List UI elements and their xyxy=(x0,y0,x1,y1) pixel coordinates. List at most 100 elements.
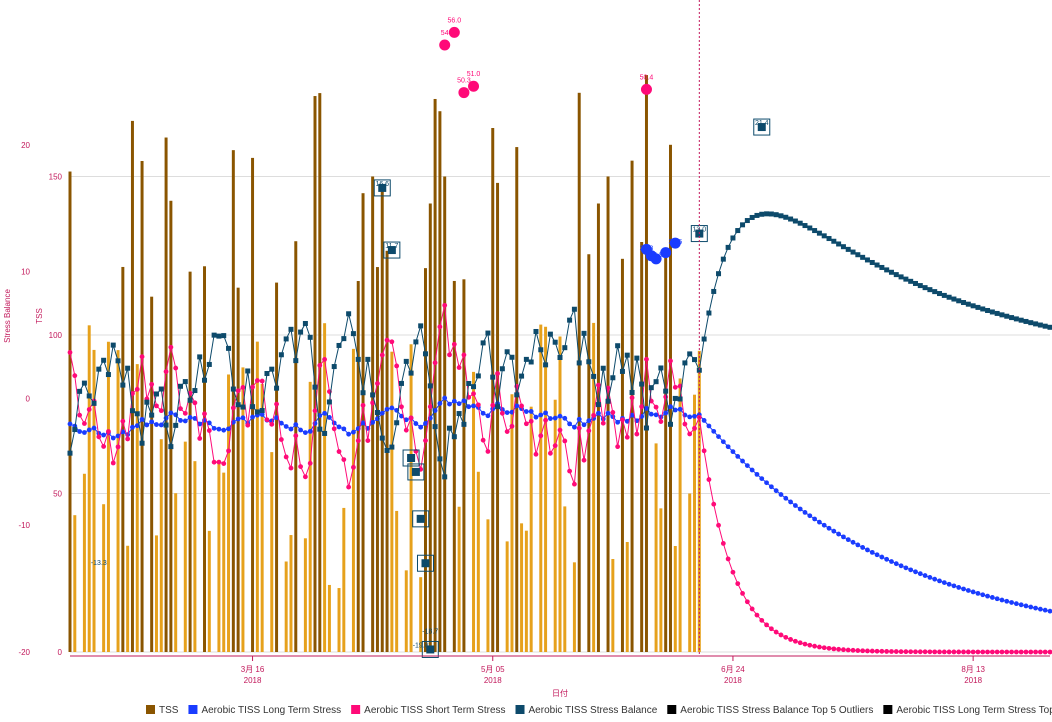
stress-balance-line-point xyxy=(797,220,803,226)
stress-balance-line-point xyxy=(648,385,654,391)
long-term-stress-line-point xyxy=(812,516,818,522)
tss-bar xyxy=(587,254,591,652)
stress-balance-line-point xyxy=(528,359,534,365)
annotation-label: 51.0 xyxy=(467,71,481,78)
short-term-stress-line-point xyxy=(245,422,251,428)
long-term-stress-line-point xyxy=(302,430,308,435)
short-term-stress-line-point xyxy=(509,423,515,429)
stress-balance-line-point xyxy=(1013,316,1019,322)
short-term-stress-line-point xyxy=(221,461,227,466)
balance-tick-label: -10 xyxy=(18,521,30,530)
tss-bar xyxy=(356,281,360,652)
stress-balance-line-point xyxy=(643,425,649,431)
short-term-stress-line-point xyxy=(576,425,582,431)
tss-bar xyxy=(659,508,663,652)
short-term-stress-line-point xyxy=(504,429,510,434)
stress-balance-line-point xyxy=(845,246,851,252)
long-term-stress-line-point xyxy=(778,492,784,497)
annotations: 54 56.0 50.351.0 50.4 16.6 11.7 13.0 21.4 -13.3 -… xyxy=(91,17,769,649)
short-term-stress-line-point xyxy=(860,648,866,654)
tss-bar xyxy=(462,279,466,652)
stress-balance-line-point xyxy=(994,310,1000,316)
x-tick-label: 8月 13 xyxy=(961,665,985,674)
long-term-stress-line-point xyxy=(994,596,1000,602)
stress-balance-line-point xyxy=(600,365,606,371)
tss-bar xyxy=(438,111,442,653)
stress-balance-line-point xyxy=(581,330,587,336)
short-term-stress-line-point xyxy=(620,417,625,423)
long-term-stress-line-point xyxy=(668,404,673,410)
tss-bar xyxy=(102,504,106,652)
stress-balance-line-point xyxy=(615,343,621,349)
long-term-stress-line-point xyxy=(898,563,904,569)
long-term-stress-line-point xyxy=(581,422,587,428)
stress-balance-line-point xyxy=(331,364,337,370)
tss-bar xyxy=(678,378,682,652)
stress-balance-line-point xyxy=(144,399,150,405)
stress-balance-line-point xyxy=(1009,315,1015,321)
short-term-stress-line-point xyxy=(956,649,962,655)
balance-outlier-point xyxy=(416,514,425,523)
stress-balance-line-point xyxy=(139,440,145,446)
short-term-stress-line-point xyxy=(485,449,491,454)
stress-balance-line-point xyxy=(639,381,645,387)
long-term-stress-line-point xyxy=(134,423,140,429)
tss-bar xyxy=(596,203,600,652)
short-term-stress-line-point xyxy=(1033,649,1038,655)
x-tick-label: 5月 05 xyxy=(481,665,505,674)
tss-bar xyxy=(130,120,134,653)
stress-balance-line-point xyxy=(706,310,712,316)
balance-outlier-box xyxy=(421,640,439,658)
long-term-stress-line-point xyxy=(547,416,553,421)
short-term-stress-line-point xyxy=(624,434,630,440)
stress-balance-line-point xyxy=(293,358,299,364)
tss-bar xyxy=(351,348,355,652)
tss-bar xyxy=(121,266,125,652)
short-term-stress-line-point xyxy=(355,438,361,444)
tss-bar xyxy=(318,93,322,652)
tss-bar xyxy=(169,200,173,652)
short-term-stress-line-point xyxy=(254,378,260,383)
stress-balance-line-point xyxy=(422,351,428,357)
long-term-stress-line-point xyxy=(432,408,438,413)
long-term-stress-line-point xyxy=(418,424,424,430)
stress-balance-line-point xyxy=(696,367,702,373)
short-term-stress-line-point xyxy=(341,457,347,463)
short-term-stress-line-point xyxy=(274,401,279,407)
stress-balance-line-point xyxy=(456,411,462,417)
stress-balance-line-point xyxy=(1042,323,1048,329)
short-term-stress-line-point xyxy=(634,431,640,437)
balance-outlier-box xyxy=(407,463,425,481)
long-term-stress-line-point xyxy=(841,534,846,540)
tss-bar xyxy=(572,562,576,652)
long-term-outlier-point xyxy=(669,237,681,249)
stress-balance-line-point xyxy=(288,326,294,332)
tss-bar xyxy=(496,182,500,652)
tss-bar xyxy=(404,570,408,652)
short-term-stress-line-point xyxy=(874,648,880,654)
short-term-stress-line-point xyxy=(841,647,846,653)
long-term-stress-line-point xyxy=(1042,607,1048,613)
stress-balance-line-point xyxy=(716,271,722,277)
short-term-stress-line-point xyxy=(432,360,438,366)
long-term-stress-line-point xyxy=(711,428,717,434)
long-term-stress-line-point xyxy=(67,421,73,427)
tss-bar xyxy=(241,367,245,652)
stress-balance-line-point xyxy=(278,352,284,358)
short-term-stress-line-point xyxy=(1004,649,1010,655)
tss-bar xyxy=(236,287,240,652)
stress-balance-line-point xyxy=(298,329,304,335)
tss-bar xyxy=(428,203,432,652)
stress-balance-line-point xyxy=(81,380,87,386)
short-term-outlier-point xyxy=(468,80,480,92)
short-term-stress-line-point xyxy=(965,649,971,655)
tss-bar xyxy=(323,323,327,652)
stress-balance-line-point xyxy=(610,375,616,381)
long-term-stress-line-point xyxy=(932,576,938,582)
stress-balance-line-point xyxy=(173,422,179,428)
long-term-stress-line-point xyxy=(927,574,933,580)
stress-balance-line-point xyxy=(96,366,102,372)
stress-balance-line-point xyxy=(711,288,717,294)
stress-balance-line-point xyxy=(153,391,159,397)
stress-balance-line-point xyxy=(951,296,957,302)
